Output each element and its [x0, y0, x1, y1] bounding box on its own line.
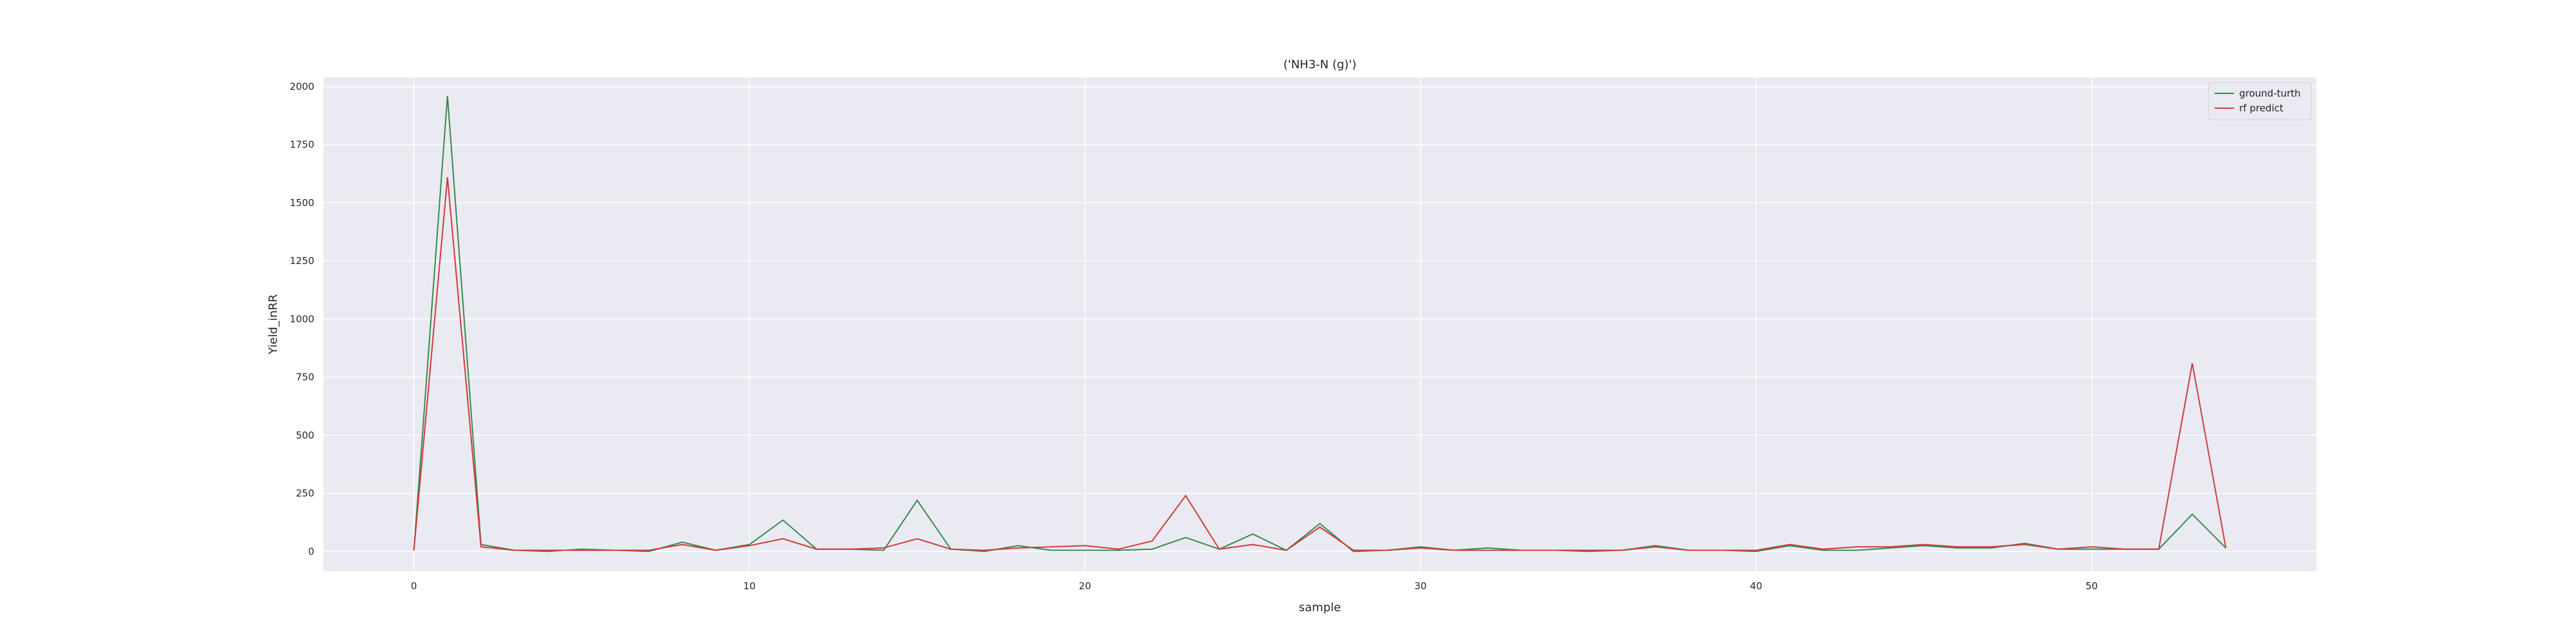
- x-tick-label: 40: [1750, 580, 1762, 592]
- y-tick-label: 0: [308, 545, 314, 557]
- y-tick-label: 2000: [290, 80, 314, 92]
- y-tick-label: 1500: [290, 197, 314, 209]
- series-line-1: [413, 177, 2227, 551]
- x-axis-title: sample: [1299, 601, 1341, 614]
- y-tick-label: 500: [296, 430, 314, 441]
- legend-box: [2208, 82, 2312, 120]
- legend-label: rf predict: [2239, 102, 2284, 114]
- x-tick-label: 10: [743, 580, 755, 592]
- x-tick-label: 30: [1414, 580, 1426, 592]
- y-axis-title: Yield_inRR: [267, 294, 280, 355]
- y-tick-label: 1250: [290, 255, 314, 267]
- plot-background: [323, 77, 2316, 571]
- y-tick-label: 1750: [290, 139, 314, 151]
- y-tick-label: 750: [296, 372, 314, 383]
- legend-label: ground-turth: [2239, 88, 2300, 99]
- y-tick-label: 1000: [290, 313, 314, 325]
- chart-title: ('NH3-N (g)'): [1283, 58, 1357, 71]
- x-tick-label: 0: [411, 580, 417, 592]
- legend: ground-turth rf predict: [2208, 82, 2312, 120]
- y-tick-label: 250: [296, 488, 314, 499]
- x-tick-label: 20: [1079, 580, 1091, 592]
- x-tick-label: 50: [2085, 580, 2098, 592]
